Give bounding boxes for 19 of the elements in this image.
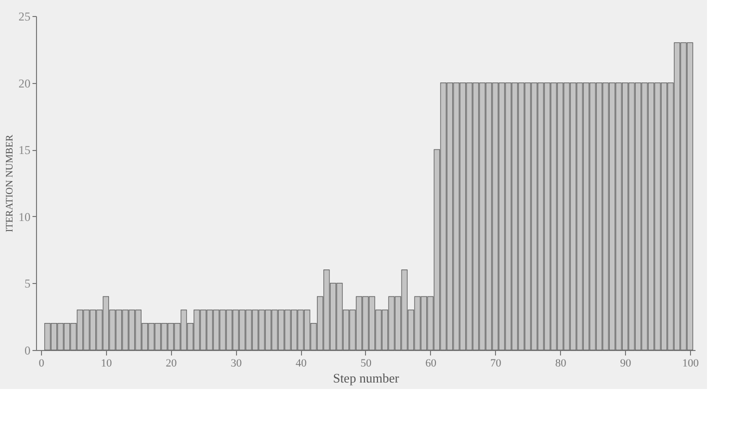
x-axis-title: Step number (332, 370, 400, 386)
y-tick-label: 10 (18, 210, 30, 224)
x-tick-label: 40 (296, 358, 308, 370)
x-tick-label: 50 (360, 358, 372, 370)
x-tick-label: 10 (100, 358, 112, 370)
y-axis-title: ITERATION NUMBER (4, 134, 16, 232)
x-tick-label: 80 (555, 358, 567, 370)
x-tick-label: 60 (425, 358, 437, 370)
x-tick-label: 100 (682, 358, 700, 370)
x-tick-label: 70 (490, 358, 502, 370)
y-tick-label: 15 (18, 143, 30, 158)
x-tick-label: 20 (166, 358, 178, 370)
x-tick-label: 90 (620, 358, 632, 370)
y-tick-label: 25 (18, 10, 30, 24)
y-tick-label: 5 (24, 276, 30, 291)
y-tick-label: 0 (24, 344, 30, 358)
x-tick-label: 30 (230, 358, 242, 370)
x-tick-label: 0 (38, 358, 45, 370)
y-tick-label: 20 (18, 76, 30, 90)
